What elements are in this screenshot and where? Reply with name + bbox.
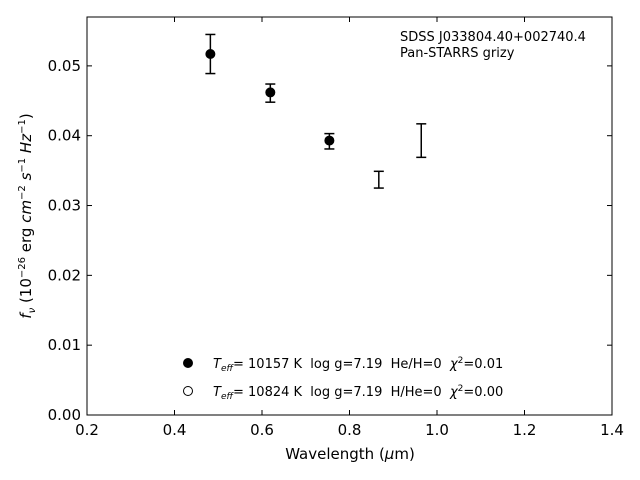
x-tick-label: 0.2 [75, 421, 99, 439]
x-axis: 0.2 0.4 0.6 0.8 1.0 1.2 1.4 [75, 17, 624, 439]
model-point-filled [205, 49, 216, 60]
legend: Teff= 10157 K log g=7.19 He/H=0 χ2=0.01 … [183, 356, 503, 402]
x-tick-label: 0.8 [338, 421, 362, 439]
legend-entry-2: Teff= 10824 K log g=7.19 H/He=0 χ2=0.00 [213, 384, 503, 402]
legend-entry-1: Teff= 10157 K log g=7.19 He/H=0 χ2=0.01 [213, 356, 503, 374]
error-bar [373, 170, 384, 189]
model-point-filled [324, 135, 335, 146]
annotation-survey: Pan-STARRS grizy [400, 46, 515, 61]
y-tick-label: 0.01 [48, 336, 81, 354]
x-tick-label: 1.0 [425, 421, 449, 439]
y-tick-label: 0.04 [48, 127, 81, 145]
error-bars [205, 33, 427, 189]
plot-frame [86, 16, 613, 416]
x-tick-label: 1.2 [513, 421, 537, 439]
annotation-object: SDSS J033804.40+002740.4 [400, 30, 586, 45]
legend-marker-open [183, 386, 193, 396]
y-tick-label: 0.00 [48, 406, 81, 424]
y-tick-label: 0.02 [48, 266, 81, 284]
model-points [205, 49, 335, 146]
y-tick-label: 0.03 [48, 197, 81, 215]
error-bar [416, 123, 427, 159]
x-axis-label: Wavelength (μm) [285, 445, 415, 463]
legend-marker-filled [183, 358, 193, 368]
x-tick-label: 0.6 [250, 421, 274, 439]
model-point-filled [265, 87, 276, 98]
x-tick-label: 1.4 [600, 421, 624, 439]
y-axis-label: fν (10−26 erg cm−2 s−1 Hz−1) [17, 113, 38, 318]
y-tick-label: 0.05 [48, 57, 81, 75]
x-tick-label: 0.4 [163, 421, 187, 439]
y-axis: 0.00 0.01 0.02 0.03 0.04 0.05 [48, 57, 612, 424]
